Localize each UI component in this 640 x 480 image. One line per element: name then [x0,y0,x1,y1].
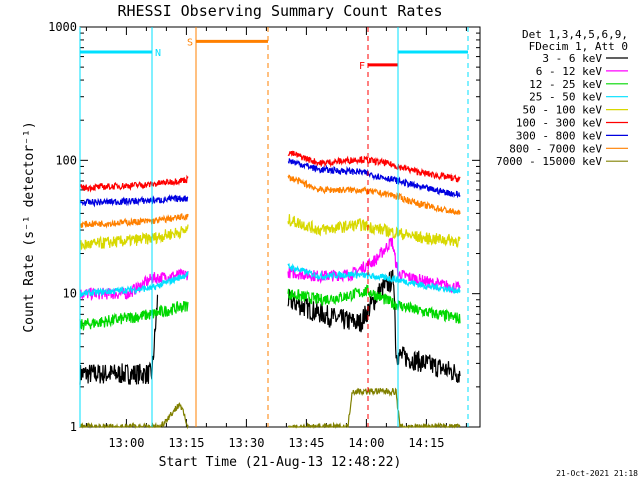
y-axis: 1 10 100 1000 [48,20,480,434]
x-tick-label: 14:15 [408,436,444,450]
x-tick-label: 13:30 [228,436,264,450]
series-line-3-b [287,284,461,324]
series-line-8-a [79,213,189,229]
legend-entry-label: 300 - 800 keV [516,129,602,142]
legend: Det 1,3,4,5,6,9,FDecim 1, Att 03 - 6 keV… [496,28,628,168]
series-line-7-a [79,193,189,208]
annotations: N S F [79,27,469,427]
y-tick-label: 10 [63,287,77,301]
y-tick-label: 1000 [48,20,77,34]
series-line-1-a [79,294,159,385]
series-line-9-a [80,402,189,430]
annotation-label: F [359,61,365,72]
x-axis-label: Start Time (21-Aug-13 12:48:22) [159,455,402,470]
legend-entry-label: 50 - 100 keV [523,104,603,117]
chart-title: RHESSI Observing Summary Count Rates [117,2,442,20]
legend-entry-label: 3 - 6 keV [542,52,602,65]
plot-area: 1 10 100 1000 13:00 13:15 13:30 13:45 14:00 14:1… [48,20,481,450]
series-line-5-a [79,224,189,251]
x-axis: 13:00 13:15 13:30 13:45 14:00 14:15 [85,27,467,450]
footer-stamp: 21-Oct-2021 21:18 [556,469,638,478]
y-axis-label: Count Rate (s⁻¹ detector⁻¹) [22,121,37,332]
legend-entry-label: 12 - 25 keV [529,78,602,91]
series-line-4-b [287,262,461,295]
series-line-4-a [79,271,189,297]
legend-header: Det 1,3,4,5,6,9, [522,28,628,41]
series-line-7-b [287,158,461,199]
x-tick-label: 13:00 [108,436,144,450]
x-tick-label: 14:00 [348,436,384,450]
y-tick-label: 1 [70,420,77,434]
legend-entry-label: 100 - 300 keV [516,117,602,130]
legend-entry-label: 25 - 50 keV [529,91,602,104]
series-line-9-b [287,387,461,429]
legend-header: FDecim 1, Att 0 [529,40,628,53]
x-tick-label: 13:45 [288,436,324,450]
series-line-6-b [287,150,461,183]
series-lines [79,150,461,430]
series-line-3-a [79,300,189,331]
series-line-5-b [287,214,461,249]
y-tick-label: 100 [55,153,77,167]
annotation-label: N [155,48,161,59]
annotation-label: S [187,37,193,48]
x-tick-label: 13:15 [168,436,204,450]
legend-entry-label: 800 - 7000 keV [509,142,602,155]
series-line-8-b [287,174,461,216]
legend-entry-label: 6 - 12 keV [536,65,603,78]
series-line-6-a [79,174,189,193]
series-line-1-b [287,269,461,383]
legend-entry-label: 7000 - 15000 keV [496,155,602,168]
series-line-2-b [287,237,461,294]
